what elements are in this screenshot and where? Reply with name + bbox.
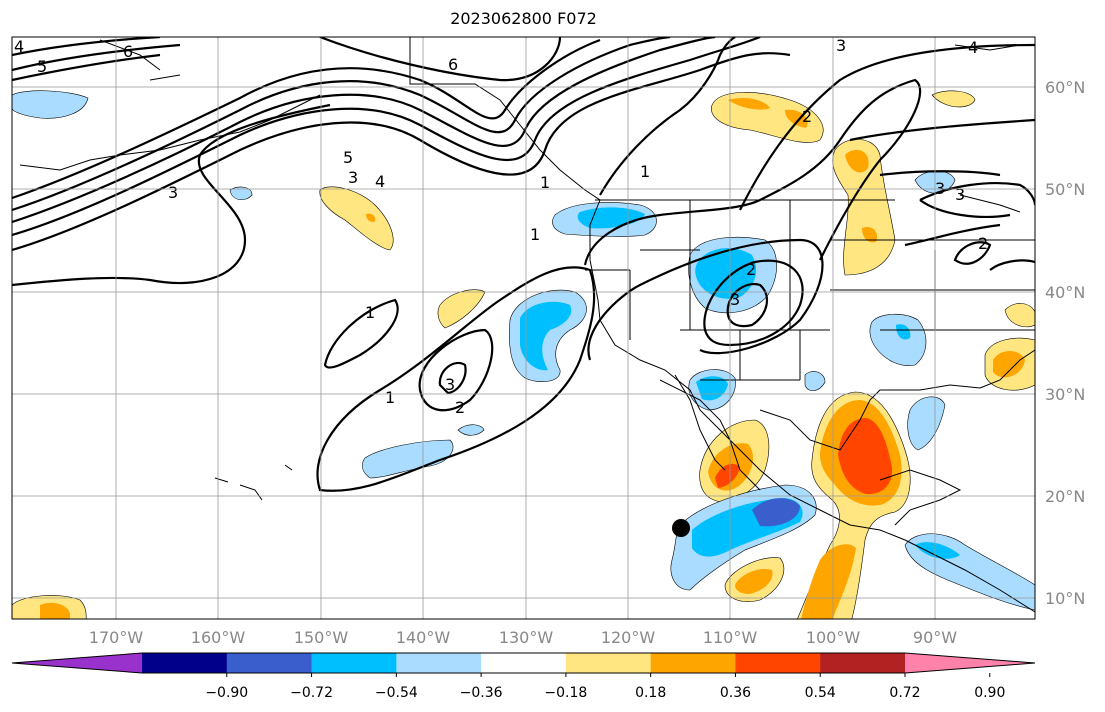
contour-label: 4	[14, 37, 24, 56]
colorbar-tick-label: −0.72	[290, 685, 333, 701]
contour-label: 3	[730, 290, 740, 309]
colorbar-swatch	[226, 653, 313, 673]
lon-tick-label: 120°W	[601, 628, 656, 647]
contour-labels: 6 5 4 3 6 5 4 3 1 3 1 2 3 2 3 1 1 2 3 1 …	[14, 36, 988, 417]
contour-label: 3	[168, 183, 178, 202]
lon-tick-label: 110°W	[703, 628, 758, 647]
contour-label: 3	[348, 168, 358, 187]
contour-label: 3	[935, 179, 945, 198]
contour-label: 3	[955, 185, 965, 204]
colorbar-outline	[11, 652, 1036, 674]
contour-label: 1	[540, 173, 550, 192]
lat-tick-label: 50°N	[1045, 180, 1085, 199]
contour-label: 6	[448, 55, 458, 74]
colorbar-tick-label: −0.90	[205, 685, 248, 701]
contour-label: 2	[978, 234, 988, 253]
lat-tick-label: 20°N	[1045, 487, 1085, 506]
contour-label: 5	[343, 148, 353, 167]
colorbar-swatch	[565, 653, 652, 673]
map-title: 2023062800 F072	[450, 9, 597, 28]
lon-tick-label: 160°W	[191, 628, 246, 647]
contour-label: 6	[123, 42, 133, 61]
lon-tick-label: 140°W	[396, 628, 451, 647]
colorbar: −0.90 −0.72 −0.54 −0.36 −0.18 0.18 0.36 0.54 0.7…	[11, 652, 1036, 701]
latitude-labels: 60°N 50°N 40°N 30°N 20°N 10°N	[1045, 78, 1085, 608]
colorbar-tick-label: 0.36	[720, 685, 751, 701]
lat-tick-label: 10°N	[1045, 589, 1085, 608]
colorbar-tick-label: −0.18	[544, 685, 587, 701]
contour-label: 1	[365, 303, 375, 322]
contour-lines	[12, 37, 1035, 492]
lon-tick-label: 90°W	[913, 628, 957, 647]
contour-label: 2	[802, 107, 812, 126]
colorbar-tick-label: −0.36	[460, 685, 503, 701]
contour-label: 2	[455, 398, 465, 417]
lat-tick-label: 40°N	[1045, 283, 1085, 302]
colorbar-swatch	[820, 653, 906, 673]
colorbar-extend-high	[905, 653, 1035, 673]
colorbar-tick-label: 0.54	[805, 685, 836, 701]
contour-label: 5	[37, 57, 47, 76]
lon-tick-label: 100°W	[806, 628, 861, 647]
colorbar-tick-label: 0.18	[635, 685, 666, 701]
lon-tick-label: 150°W	[294, 628, 349, 647]
graticule	[12, 37, 1035, 619]
colorbar-swatch	[311, 653, 397, 673]
lon-tick-label: 170°W	[89, 628, 144, 647]
contour-label: 4	[968, 38, 978, 57]
contour-label: 3	[836, 36, 846, 55]
colorbar-swatch	[396, 653, 482, 673]
contour-label: 2	[746, 260, 756, 279]
colorbar-swatch	[650, 653, 736, 673]
colorbar-tick-label: −0.54	[375, 685, 418, 701]
colorbar-swatch	[481, 653, 567, 673]
location-marker	[672, 519, 690, 537]
colorbar-extend-low	[12, 653, 142, 673]
contour-label: 3	[445, 375, 455, 394]
colorbar-swatch	[735, 653, 821, 673]
contour-label: 1	[530, 225, 540, 244]
contour-label: 1	[385, 388, 395, 407]
contour-label: 1	[640, 162, 650, 181]
colorbar-tick-label: 0.72	[889, 685, 920, 701]
lat-tick-label: 30°N	[1045, 385, 1085, 404]
map-frame	[11, 36, 1036, 620]
lat-tick-label: 60°N	[1045, 78, 1085, 97]
longitude-labels: 170°W 160°W 150°W 140°W 130°W 120°W 110°…	[89, 628, 957, 647]
colorbar-swatch	[142, 653, 228, 673]
lon-tick-label: 130°W	[499, 628, 554, 647]
contour-label: 4	[375, 172, 385, 191]
colorbar-tick-label: 0.90	[974, 685, 1005, 701]
